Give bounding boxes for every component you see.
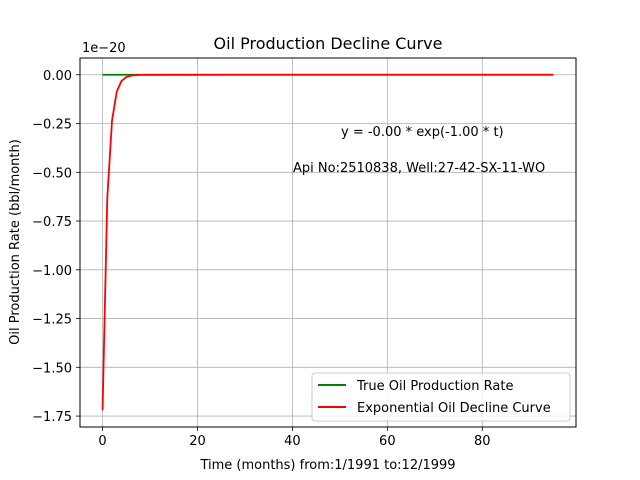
- legend-box: [311, 372, 571, 422]
- ticks: 0 20 40 60 80 0.00 −0.25 −0.50 −0.75 −1.00 −1.25 −1…: [32, 69, 490, 449]
- y-tick-label: 0.00: [43, 69, 72, 84]
- y-tick-label: −0.50: [32, 166, 72, 181]
- fit-equation-annotation: y = -0.00 * exp(-1.00 * t): [341, 125, 504, 140]
- y-tick-label: −1.00: [32, 264, 72, 279]
- legend-label-decline-curve: Exponential Oil Decline Curve: [357, 401, 551, 416]
- plot-frame: [79, 57, 577, 428]
- x-tick-label: 80: [474, 434, 491, 449]
- y-tick-label: −1.25: [32, 313, 72, 328]
- series-line-1: [101, 73, 554, 411]
- chart-title: Oil Production Decline Curve: [214, 34, 443, 53]
- y-tick-label: −0.25: [32, 118, 72, 133]
- x-axis-label: Time (months) from:1/1991 to:12/1999: [199, 458, 455, 473]
- legend-label-true-rate: True Oil Production Rate: [356, 379, 513, 394]
- grid: [80, 58, 576, 427]
- y-tick-label: −0.75: [32, 215, 72, 230]
- series-layer: [101, 73, 554, 411]
- x-tick-label: 0: [98, 434, 106, 449]
- y-tick-label: −1.75: [32, 410, 72, 425]
- well-info-annotation: Api No:2510838, Well:27-42-SX-11-WO: [293, 161, 545, 176]
- y-offset-text: 1e−20: [82, 41, 126, 56]
- legend: True Oil Production Rate Exponential Oil…: [311, 372, 571, 422]
- y-tick-label: −1.50: [32, 361, 72, 376]
- y-axis-label: Oil Production Rate (bbl/month): [8, 139, 23, 345]
- x-tick-label: 20: [189, 434, 206, 449]
- x-tick-label: 60: [379, 434, 396, 449]
- x-tick-label: 40: [284, 434, 301, 449]
